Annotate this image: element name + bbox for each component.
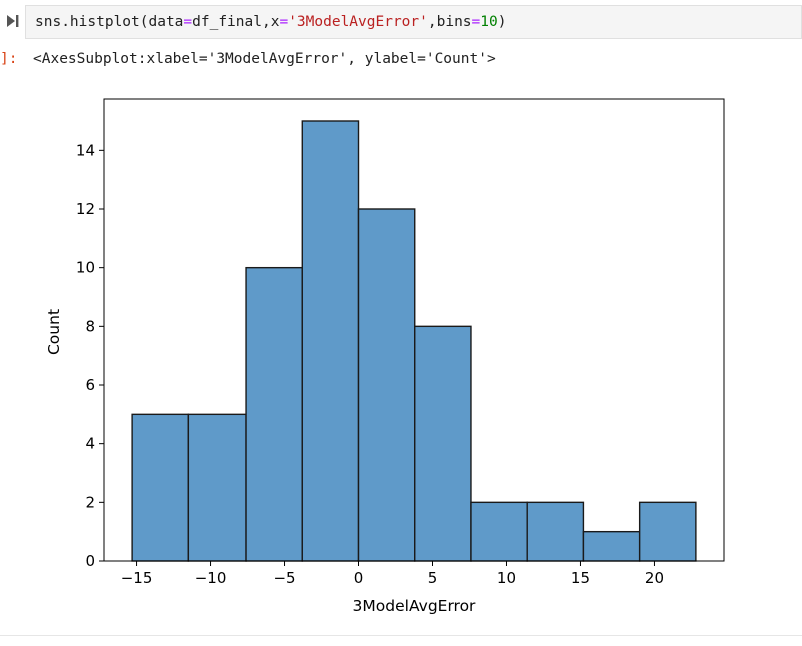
y-tick-label: 2 — [85, 493, 95, 511]
histogram-bar — [131, 413, 190, 562]
code-string: '3ModelAvgError' — [288, 14, 428, 30]
histogram-bar — [245, 266, 303, 562]
cell-divider — [0, 635, 802, 636]
y-tick-label: 4 — [85, 435, 95, 453]
code-token: df_final,x — [192, 14, 280, 30]
histogram-bar — [301, 120, 360, 562]
code-operator: = — [279, 14, 289, 30]
code-line: sns.histplot(data=df_final,x='3ModelAvgE… — [35, 14, 506, 30]
x-tick-label: −15 — [121, 569, 153, 587]
y-tick-label: 10 — [76, 259, 95, 277]
output-prompt: ]: — [0, 51, 18, 67]
x-axis-label: 3ModelAvgError — [353, 597, 477, 615]
y-tick-label: 0 — [85, 552, 95, 570]
x-tick-label: 20 — [645, 569, 664, 587]
x-tick-label: 5 — [428, 569, 438, 587]
x-tick-label: −10 — [195, 569, 227, 587]
y-tick-label: 12 — [76, 200, 95, 218]
code-number: 10 — [480, 14, 498, 30]
x-tick-label: 10 — [497, 569, 516, 587]
x-tick-label: 15 — [571, 569, 590, 587]
y-tick-label: 8 — [85, 317, 95, 335]
code-operator: = — [183, 14, 193, 30]
code-operator: = — [471, 14, 481, 30]
code-token: sns.histplot(data — [35, 14, 184, 30]
y-tick-label: 6 — [85, 376, 95, 394]
y-tick-label: 14 — [76, 141, 95, 159]
code-token: ,bins — [427, 14, 472, 30]
output-repr: <AxesSubplot:xlabel='3ModelAvgError', yl… — [33, 51, 496, 67]
run-cell-icon[interactable] — [4, 13, 20, 29]
x-tick-label: −5 — [273, 569, 295, 587]
histogram-bar — [470, 501, 528, 562]
histogram-bar — [357, 208, 416, 562]
histogram-bar — [414, 325, 472, 562]
histogram-bar — [526, 501, 585, 562]
histogram-bar — [638, 501, 697, 562]
histogram-bar — [582, 530, 641, 562]
code-token: ) — [497, 14, 507, 30]
histogram-bar — [187, 413, 247, 562]
x-tick-label: 0 — [354, 569, 364, 587]
y-axis-label: Count — [45, 309, 63, 355]
plot-frame — [103, 98, 725, 562]
code-cell-input[interactable]: sns.histplot(data=df_final,x='3ModelAvgE… — [25, 5, 802, 39]
